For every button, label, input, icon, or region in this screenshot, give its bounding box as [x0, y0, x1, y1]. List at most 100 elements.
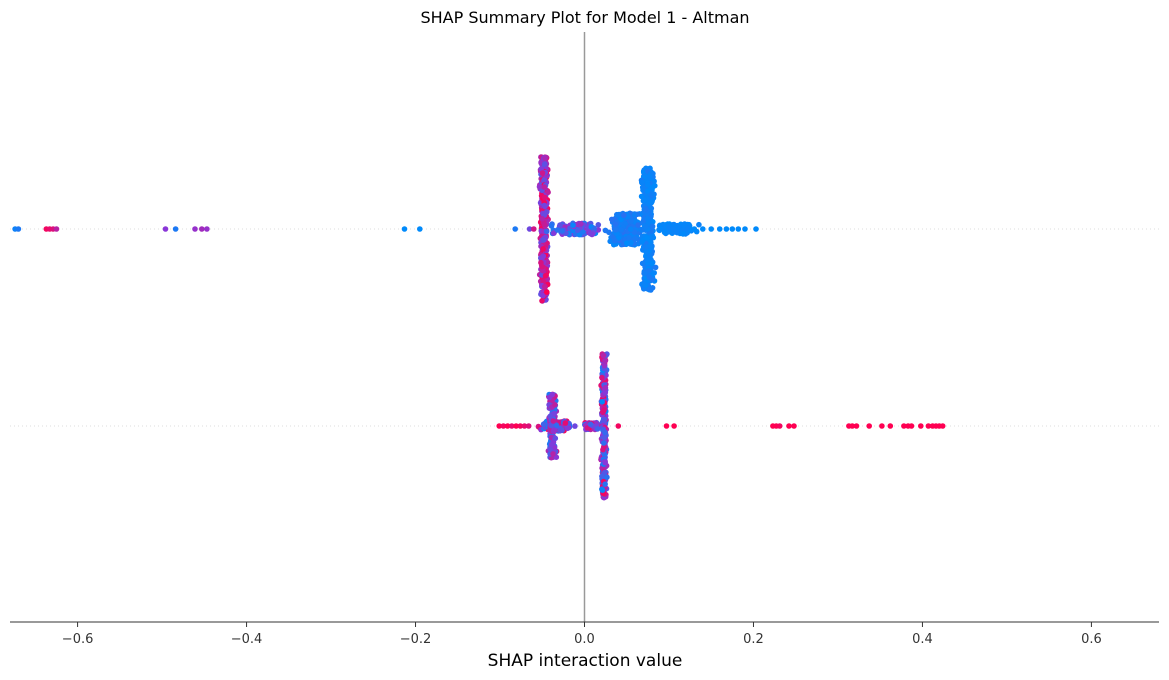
row-2-outlier-point	[496, 423, 503, 429]
row-1-point	[628, 239, 634, 246]
row-1-point	[646, 286, 653, 293]
row-2-outlier-point	[908, 423, 915, 429]
x-axis-label: SHAP interaction value	[488, 651, 683, 671]
row-2-point	[550, 451, 556, 457]
row-2-point	[550, 418, 557, 424]
row-2-outlier-point	[671, 423, 677, 429]
row-2-point	[599, 487, 606, 493]
row-1-point	[649, 223, 656, 230]
row-1-outlier-point	[15, 226, 22, 232]
row-2-point	[601, 407, 607, 414]
x-tick-label: 0.0	[574, 632, 595, 647]
row-1-point	[541, 221, 548, 228]
row-2-point	[602, 384, 609, 391]
row-1-point	[670, 226, 677, 232]
row-2-outlier-point	[525, 423, 532, 429]
row-2-outlier-point	[615, 423, 622, 429]
row-2-point	[604, 474, 610, 481]
row-1-point	[540, 278, 547, 285]
row-1-outlier-point	[723, 226, 730, 232]
row-2-point	[599, 374, 605, 381]
x-tick-label: −0.2	[400, 632, 432, 647]
row-1-point	[618, 226, 625, 233]
row-1-point	[647, 173, 653, 180]
row-1-outlier-point	[691, 226, 698, 232]
row-1-point	[632, 236, 638, 242]
row-1-point	[595, 222, 602, 228]
row-1-point	[635, 222, 641, 228]
row-1-point	[644, 182, 651, 188]
row-1-point	[542, 203, 548, 210]
row-1-outlier-point	[700, 226, 706, 232]
row-1-point	[542, 283, 548, 290]
row-1-outlier-point	[708, 226, 714, 232]
x-axis: −0.6 −0.4 −0.2 0.0 0.2 0.4 0.6	[10, 621, 1159, 647]
row-1-point	[540, 237, 547, 243]
row-2-point	[551, 410, 557, 417]
row-1-point	[578, 221, 584, 227]
row-2-outlier-point	[866, 423, 872, 429]
row-2-point	[601, 434, 608, 441]
row-1-point	[645, 219, 652, 225]
row-1-point	[542, 272, 549, 279]
row-2-outlier-point	[509, 423, 515, 429]
row-1-outlier-point	[753, 226, 759, 232]
row-2-point	[602, 481, 608, 488]
row-1-point	[631, 229, 638, 235]
row-1-point	[642, 205, 649, 212]
row-1-point	[627, 226, 634, 232]
x-tick-label: −0.4	[231, 632, 263, 647]
row-1-outlier-point	[417, 226, 423, 232]
row-1-point	[545, 189, 551, 196]
row-1-point	[551, 230, 557, 236]
row-1-outlier-point	[526, 226, 533, 232]
row-1-point	[648, 199, 654, 205]
row-1-outlier-point	[512, 226, 518, 232]
row-1-point	[646, 274, 652, 280]
row-1-point	[661, 229, 668, 236]
row-1-outlier-point	[199, 226, 205, 232]
row-2-point	[601, 362, 608, 369]
x-tick-label: 0.6	[1081, 632, 1102, 647]
row-1-point	[626, 234, 632, 241]
row-2-point	[599, 473, 605, 480]
row-2-point	[602, 358, 608, 364]
row-1-point	[609, 216, 615, 223]
row-2-outlier-point	[504, 423, 511, 429]
row-2-outlier-point	[925, 423, 932, 429]
row-2-point	[600, 426, 606, 433]
row-2-outlier-point	[500, 423, 507, 429]
row-1-point	[557, 222, 563, 228]
row-1-point	[540, 246, 546, 252]
row-2-point	[587, 421, 594, 428]
row-1-point	[579, 229, 586, 235]
row-2-outlier-point	[521, 423, 528, 429]
row-1-outlier-point	[192, 226, 198, 232]
row-1-outlier-point	[716, 226, 723, 232]
row-2-point	[594, 426, 601, 432]
row-1-point	[621, 212, 627, 219]
row-2-point	[546, 394, 553, 401]
row-2-outlier-point	[939, 423, 946, 429]
row-1-point	[656, 227, 663, 234]
row-2-point	[602, 459, 608, 466]
row-1-point	[587, 230, 594, 237]
row-1-point	[540, 253, 547, 259]
row-1-point	[681, 222, 687, 229]
row-1-point	[639, 238, 645, 245]
row-1-outlier-point	[531, 226, 537, 232]
row-1-point	[554, 227, 561, 233]
row-1-point	[570, 222, 576, 228]
row-1-outlier-point	[735, 226, 742, 232]
row-1-point	[652, 264, 659, 271]
row-1-point	[536, 183, 543, 190]
row-1-point	[612, 237, 618, 244]
row-1-outlier-point	[742, 226, 748, 232]
row-1-point	[628, 218, 634, 224]
row-2-point	[562, 420, 569, 426]
row-1-outlier-point	[204, 226, 210, 232]
row-2-outlier-point	[776, 423, 783, 429]
row-1-point	[649, 260, 655, 267]
row-1-point	[652, 182, 658, 189]
row-1-point	[643, 223, 649, 230]
